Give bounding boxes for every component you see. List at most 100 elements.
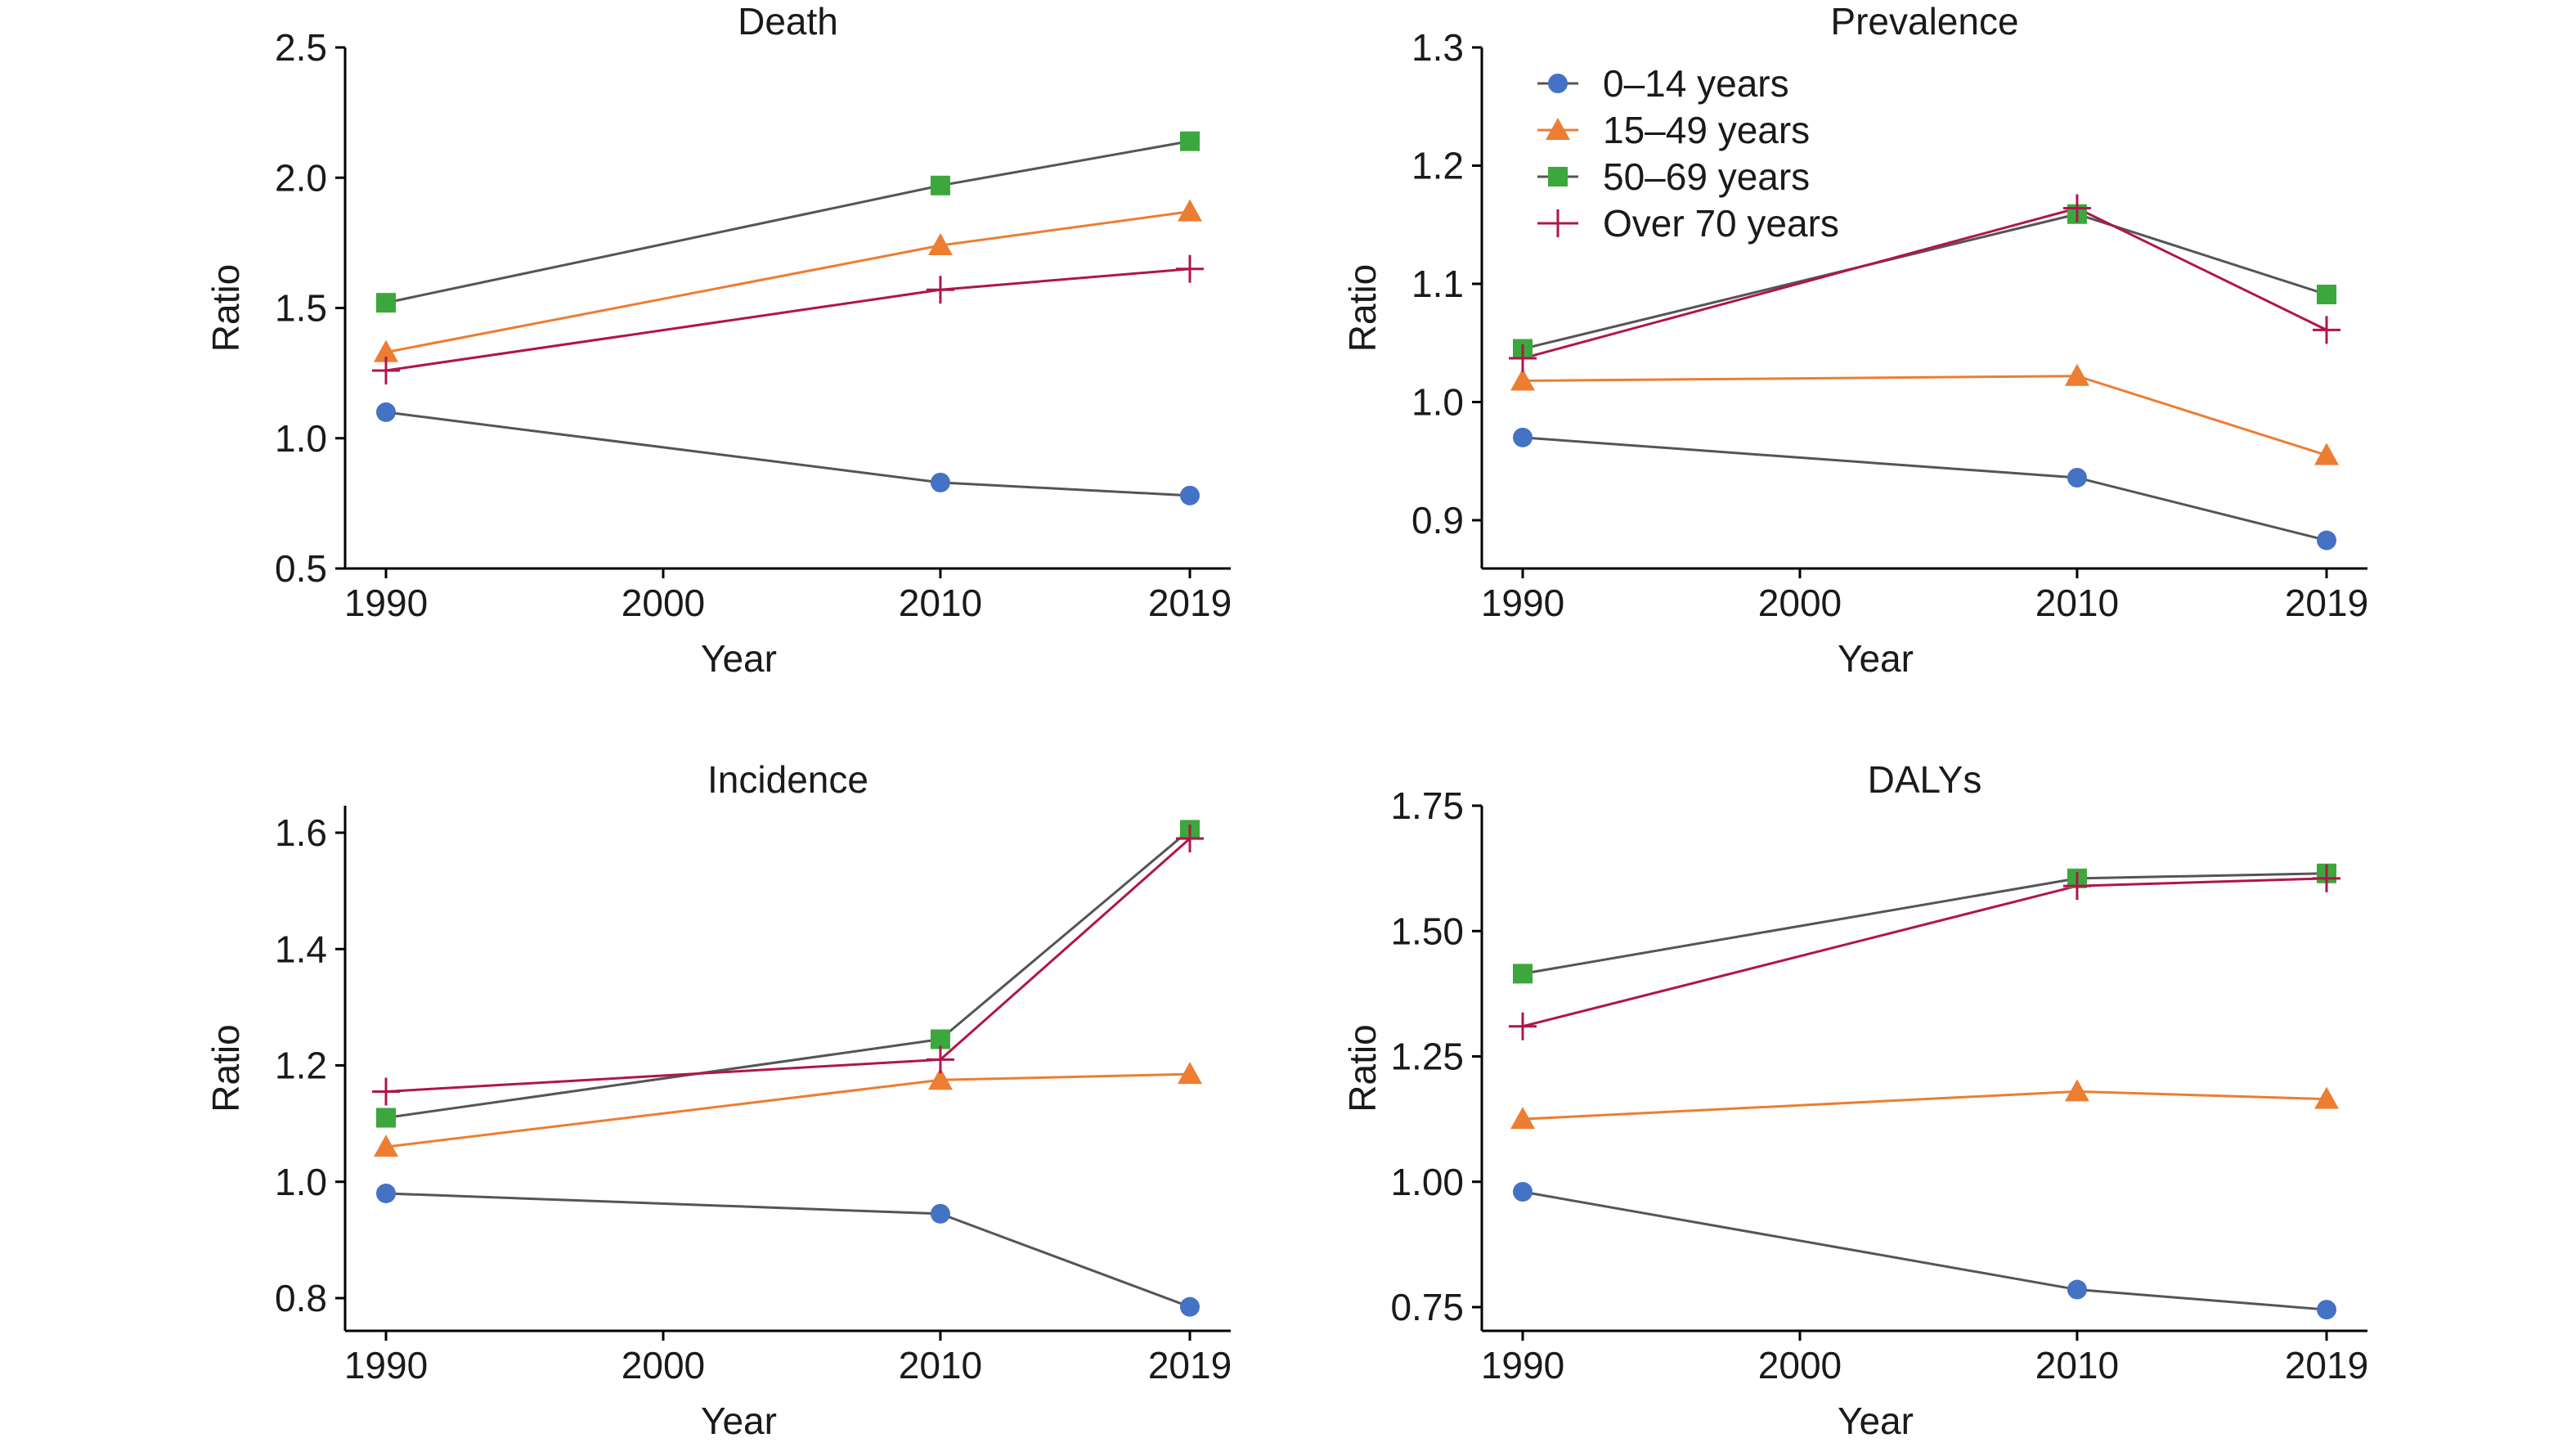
data-point (376, 402, 396, 422)
chart-title: Death (738, 0, 838, 43)
y-tick-label: 0.5 (275, 547, 327, 590)
data-point (2067, 1279, 2087, 1300)
data-point (2313, 316, 2340, 344)
x-tick-label: 2019 (1148, 1344, 1232, 1386)
series-line (385, 210, 1191, 354)
x-tick-label: 2010 (2035, 1344, 2119, 1386)
data-point (372, 1077, 400, 1106)
y-tick-label: 0.8 (275, 1277, 327, 1319)
x-tick-label: 1990 (344, 1344, 428, 1386)
chart-title: Incidence (707, 758, 868, 801)
data-point (930, 472, 950, 492)
legend-label: 50–69 years (1603, 155, 1810, 198)
legend-label: 15–49 years (1603, 109, 1810, 151)
chart-title: Prevalence (1830, 0, 2018, 43)
data-point (1510, 368, 1535, 391)
y-tick-label: 1.75 (1390, 784, 1464, 827)
data-point (2314, 443, 2339, 465)
data-point (927, 1067, 953, 1090)
data-point (1509, 344, 1537, 373)
x-axis-label: Year (1838, 637, 1914, 680)
y-tick-label: 1.2 (275, 1045, 327, 1087)
series-line (1522, 375, 2327, 456)
x-axis-label: Year (1838, 1400, 1914, 1442)
data-point (376, 293, 396, 313)
data-point (2064, 1079, 2089, 1102)
y-tick-label: 1.00 (1390, 1161, 1464, 1203)
data-point (1178, 1062, 1202, 1085)
data-point (2317, 530, 2336, 550)
data-point (2314, 1086, 2339, 1109)
series-line (385, 829, 1191, 1119)
x-axis-label: Year (701, 637, 777, 680)
data-point (2062, 872, 2091, 901)
x-tick-label: 2019 (2285, 1344, 2368, 1386)
y-tick-label: 1.1 (1411, 263, 1464, 305)
x-tick-label: 2010 (2035, 582, 2119, 624)
panel-death: Death 0.5 1.0 1.5 2.0 2.5 1990 2000 2010 2019 Year… (204, 0, 1232, 680)
legend-label: 0–14 years (1603, 62, 1789, 105)
data-point (1180, 485, 1200, 506)
series-line (385, 411, 1191, 497)
series-line (1522, 1090, 2327, 1121)
series-line (385, 837, 1191, 1094)
y-tick-label: 1.0 (275, 417, 327, 460)
data-point (926, 1045, 954, 1074)
data-point (1178, 199, 1202, 222)
data-point (374, 339, 398, 362)
y-tick-label: 1.4 (275, 928, 327, 970)
y-tick-label: 2.5 (275, 26, 327, 69)
data-point (372, 356, 400, 384)
series-line (1522, 436, 2327, 542)
x-tick-label: 2000 (1758, 582, 1842, 624)
y-tick-label: 1.6 (275, 811, 327, 854)
data-point (930, 175, 950, 195)
chart-title: DALYs (1868, 758, 1982, 801)
data-point (2062, 194, 2091, 222)
x-tick-label: 2000 (622, 1344, 705, 1386)
x-tick-label: 2010 (899, 582, 982, 624)
x-tick-label: 2000 (622, 582, 705, 624)
x-tick-label: 2010 (899, 1344, 982, 1386)
x-tick-label: 1990 (1481, 582, 1564, 624)
legend-marker (1546, 118, 1570, 140)
x-tick-label: 1990 (344, 582, 428, 624)
y-axis-label: Ratio (204, 264, 247, 352)
y-tick-label: 0.75 (1390, 1286, 1464, 1328)
data-point (2313, 864, 2340, 892)
data-point (1513, 427, 1533, 447)
y-tick-label: 1.50 (1390, 910, 1464, 952)
legend-label: Over 70 years (1603, 202, 1839, 245)
data-point (1180, 1296, 1200, 1317)
data-point (376, 1183, 396, 1203)
series-line (1522, 1190, 2327, 1311)
data-point (2317, 285, 2336, 305)
y-axis-label: Ratio (1341, 1024, 1384, 1112)
y-tick-label: 1.25 (1390, 1036, 1464, 1078)
data-point (1180, 131, 1200, 151)
data-point (1176, 254, 1204, 283)
y-tick-label: 1.5 (275, 287, 327, 330)
data-point (927, 233, 953, 256)
x-tick-label: 2019 (2285, 582, 2368, 624)
y-axis-label: Ratio (1341, 264, 1384, 352)
data-point (930, 1203, 950, 1224)
x-tick-label: 1990 (1481, 1344, 1564, 1386)
data-point (1509, 1012, 1537, 1040)
data-point (2067, 467, 2087, 488)
data-point (376, 1108, 396, 1128)
data-point (1513, 964, 1533, 984)
panel-prevalence: Prevalence 0.9 1.0 1.1 1.2 1.3 1990 2000 2010 201… (1341, 0, 2368, 680)
x-axis-label: Year (701, 1400, 777, 1442)
data-point (374, 1135, 398, 1157)
data-point (1176, 825, 1204, 853)
data-point (1510, 1107, 1535, 1130)
y-axis-label: Ratio (204, 1024, 247, 1112)
data-point (2064, 363, 2089, 386)
series-line (385, 267, 1191, 372)
y-tick-label: 1.0 (1411, 381, 1464, 424)
series-line (385, 1192, 1191, 1309)
legend-marker (1548, 167, 1568, 186)
